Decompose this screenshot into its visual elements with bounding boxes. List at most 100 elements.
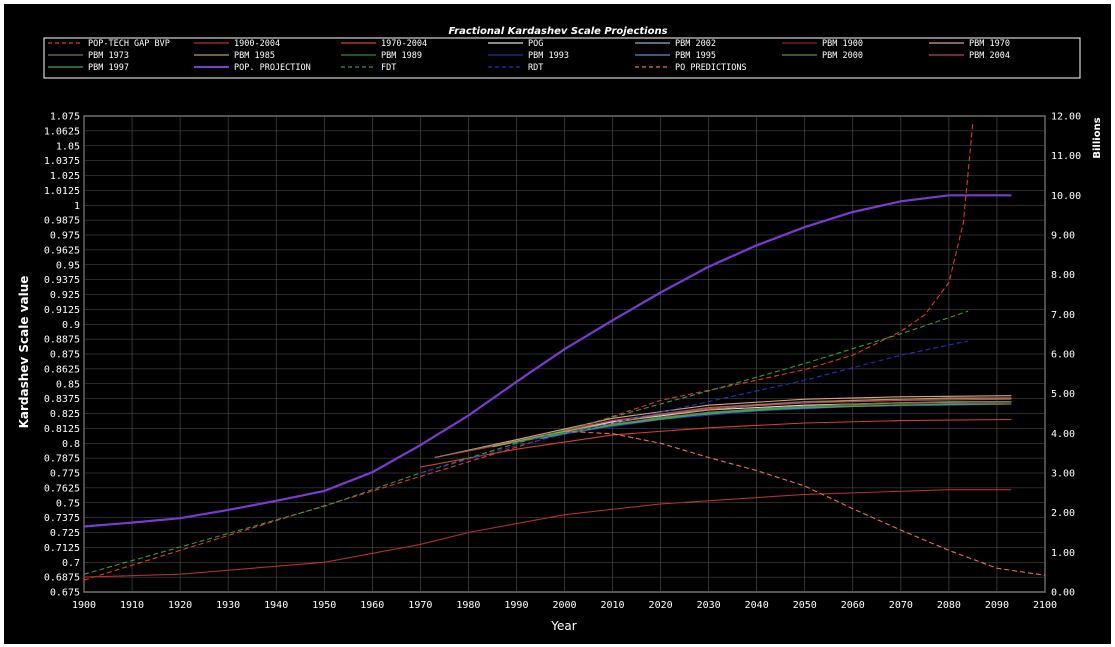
y-tick-label: 0.8125: [44, 424, 80, 435]
legend-label: PBM 2000: [822, 51, 863, 61]
x-tick-label: 2010: [601, 600, 625, 611]
legend-label: PO PREDICTIONS: [675, 63, 747, 73]
y-tick-label: 0.7875: [44, 454, 80, 465]
legend-label: POP. PROJECTION: [234, 63, 311, 73]
legend-label: PBM 1993: [528, 51, 569, 61]
x-tick-label: 1970: [408, 600, 432, 611]
x-tick-label: 1940: [264, 600, 288, 611]
y-tick-label: 0.925: [50, 290, 80, 301]
x-tick-label: 1910: [120, 600, 144, 611]
y2-axis-label: Billions: [1092, 117, 1103, 158]
y-tick-label: 0.9125: [44, 305, 80, 316]
x-axis: 1900 1910 1920 1930 1940 1950 1960 1970 1980 1990…: [72, 600, 1057, 611]
series-line-pbm-2000: [564, 401, 1012, 435]
legend-label: POP-TECH GAP BVP: [88, 39, 170, 49]
series-line-pbm-2004: [564, 398, 1012, 431]
y2-tick-label: 9.00: [1051, 231, 1075, 242]
y-tick-label: 1.025: [50, 171, 80, 182]
x-tick-label: 1990: [504, 600, 528, 611]
legend-label: PBM 1970: [969, 39, 1010, 49]
chart-frame: Fractional Kardashev Scale Projections P…: [4, 4, 1111, 644]
x-tick-label: 2060: [841, 600, 865, 611]
y-tick-label: 0.95: [56, 260, 80, 271]
y-tick-label: 0.7625: [44, 483, 80, 494]
y2-tick-label: 0.00: [1051, 588, 1075, 599]
x-axis-label: Year: [550, 619, 576, 633]
y2-tick-label: 4.00: [1051, 429, 1075, 440]
y-tick-label: 1.05: [56, 141, 80, 152]
x-tick-label: 2090: [985, 600, 1009, 611]
series-line-fdt: [83, 310, 969, 575]
legend-label: PBM 2004: [969, 51, 1010, 61]
series-line-po-predictions: [564, 430, 1046, 576]
y2-axis: 0.00 1.00 2.00 3.00 4.00 5.00 6.00 7.00 8.00 9.00…: [1051, 112, 1081, 599]
y-tick-label: 0.85: [56, 379, 80, 390]
x-tick-label: 2040: [745, 600, 769, 611]
y-tick-label: 1.0375: [44, 156, 80, 167]
y-tick-label: 0.7: [62, 558, 80, 569]
x-tick-label: 1930: [216, 600, 240, 611]
y-tick-label: 0.7125: [44, 543, 80, 554]
legend-label: PBM 1989: [381, 51, 422, 61]
x-tick-label: 2070: [889, 600, 913, 611]
series-line-1970-2004: [420, 418, 1012, 468]
y-tick-label: 0.9875: [44, 216, 80, 227]
x-tick-label: 2100: [1033, 600, 1057, 611]
y2-tick-label: 5.00: [1051, 389, 1075, 400]
x-tick-label: 2020: [649, 600, 673, 611]
legend-label: 1900-2004: [234, 39, 280, 49]
y-tick-label: 0.8875: [44, 335, 80, 346]
x-tick-label: 1960: [360, 600, 384, 611]
y2-tick-label: 10.00: [1051, 191, 1081, 202]
series-line-1900-2004: [83, 489, 1012, 578]
legend-label: POG: [528, 39, 543, 49]
series-line-pop-projection: [83, 194, 1012, 528]
x-tick-label: 2080: [937, 600, 961, 611]
legend: POP-TECH GAP BVP 1900-2004 1970-2004 POG PBM…: [48, 39, 1010, 73]
x-tick-label: 2000: [552, 600, 576, 611]
y-tick-label: 0.675: [50, 588, 80, 599]
y-axis: 0.675 0.6875 0.7 0.7125 0.725 0.7375 0.75 0.762…: [44, 112, 80, 599]
y-axis-label: Kardashev Scale value: [17, 276, 31, 429]
x-tick-label: 1900: [72, 600, 96, 611]
x-tick-label: 1950: [312, 600, 336, 611]
legend-box: [43, 37, 1081, 79]
y2-tick-label: 3.00: [1051, 469, 1075, 480]
legend-label: 1970-2004: [381, 39, 427, 49]
y-tick-label: 0.9625: [44, 245, 80, 256]
y-tick-label: 1: [74, 201, 80, 212]
y-tick-label: 0.9: [62, 320, 80, 331]
y2-tick-label: 11.00: [1051, 151, 1081, 162]
y-tick-label: 0.8: [62, 439, 80, 450]
legend-label: PBM 1900: [822, 39, 863, 49]
y-tick-label: 0.75: [56, 498, 80, 509]
y2-tick-label: 12.00: [1051, 112, 1081, 123]
series-line-rdt: [420, 340, 969, 474]
series-line-pbm-1970: [434, 395, 1012, 459]
y2-tick-label: 7.00: [1051, 310, 1075, 321]
y-tick-label: 0.8375: [44, 394, 80, 405]
chart: Fractional Kardashev Scale Projections P…: [17, 26, 1103, 633]
y-tick-label: 0.6875: [44, 573, 80, 584]
y-tick-label: 0.7375: [44, 513, 80, 524]
x-tick-label: 2050: [793, 600, 817, 611]
legend-label: FDT: [381, 63, 396, 73]
y2-tick-label: 2.00: [1051, 508, 1075, 519]
series-line-pbm-1989: [511, 401, 1012, 444]
x-tick-label: 1980: [456, 600, 480, 611]
legend-label: PBM 1985: [234, 51, 275, 61]
y-tick-label: 0.9375: [44, 275, 80, 286]
y-tick-label: 0.775: [50, 469, 80, 480]
y-tick-label: 1.0625: [44, 126, 80, 137]
y2-tick-label: 8.00: [1051, 270, 1075, 281]
legend-label: RDT: [528, 63, 543, 73]
y-tick-label: 0.875: [50, 350, 80, 361]
y-tick-label: 0.8625: [44, 364, 80, 375]
y-tick-label: 0.725: [50, 528, 80, 539]
y-tick-label: 0.975: [50, 231, 80, 242]
legend-label: PBM 1997: [88, 63, 129, 73]
x-tick-label: 1920: [168, 600, 192, 611]
y-tick-label: 1.0125: [44, 186, 80, 197]
legend-label: PBM 1973: [88, 51, 129, 61]
series-line-pop-tech-gap-bvp: [83, 121, 974, 581]
